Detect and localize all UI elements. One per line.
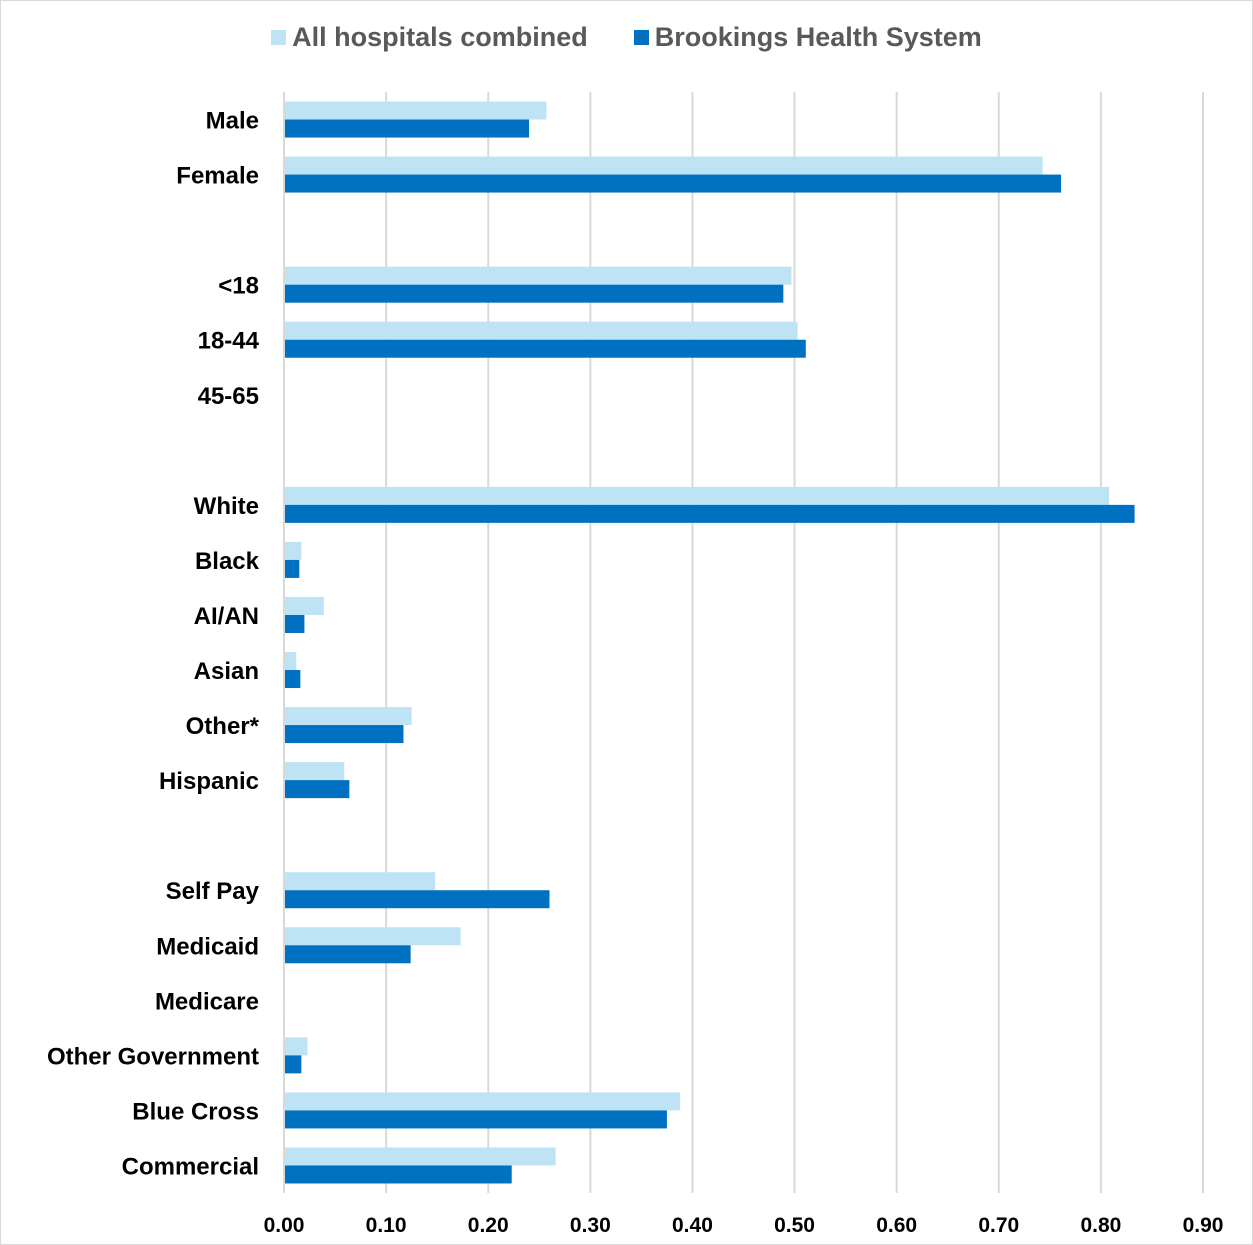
category-label: Self Pay: [166, 878, 260, 905]
x-tick-label: 0.60: [876, 1214, 917, 1237]
category-label: Blue Cross: [132, 1098, 259, 1125]
legend-item-brookings: Brookings Health System: [633, 22, 982, 53]
bar: [284, 890, 550, 909]
legend-label-all-hospitals: All hospitals combined: [292, 22, 588, 52]
bar: [284, 486, 1110, 505]
bar: [284, 762, 345, 781]
x-tick-label: 0.30: [570, 1214, 611, 1237]
x-tick-label: 0.00: [264, 1214, 305, 1237]
bar: [284, 707, 412, 726]
bar: [284, 927, 461, 946]
x-tick-label: 0.10: [366, 1214, 407, 1237]
bar: [284, 1110, 667, 1129]
category-label: Male: [206, 108, 259, 135]
bar: [284, 284, 784, 303]
x-tick-label: 0.90: [1183, 1214, 1224, 1237]
bar: [284, 1055, 302, 1074]
category-label: Medicare: [155, 988, 259, 1015]
legend-swatch-brookings: [633, 30, 649, 45]
category-label: Black: [195, 548, 260, 575]
x-tick-label: 0.20: [468, 1214, 509, 1237]
category-label: Commercial: [122, 1153, 259, 1180]
bar: [284, 174, 1062, 193]
legend-label-brookings: Brookings Health System: [654, 22, 982, 52]
bar: [284, 119, 530, 138]
bar: [284, 101, 547, 120]
bar: [284, 1147, 556, 1166]
bar: [284, 670, 301, 689]
category-label: 18-44: [198, 328, 260, 355]
bar: [284, 652, 297, 671]
bar: [284, 780, 350, 799]
category-label: Asian: [194, 658, 259, 685]
category-label: White: [194, 493, 259, 520]
bar: [284, 541, 302, 560]
x-tick-label: 0.80: [1080, 1214, 1121, 1237]
bar: [284, 1165, 512, 1184]
bar: [284, 725, 404, 744]
category-label: Other Government: [47, 1043, 259, 1070]
bar: [284, 596, 324, 615]
bar: [284, 1092, 681, 1111]
bar: [284, 339, 806, 358]
legend-swatch-all-hospitals: [271, 30, 287, 45]
category-label: Hispanic: [159, 768, 259, 795]
bar: [284, 945, 411, 964]
category-label: AI/AN: [194, 603, 259, 630]
category-label: Other*: [186, 713, 260, 740]
x-tick-label: 0.70: [978, 1214, 1019, 1237]
bar: [284, 614, 305, 633]
bar: [284, 321, 798, 340]
bar: [284, 559, 300, 578]
category-label: 45-65: [198, 383, 259, 410]
bar: [284, 156, 1043, 175]
bar: [284, 1037, 308, 1056]
legend: All hospitals combined Brookings Health …: [0, 22, 1253, 53]
x-tick-label: 0.40: [672, 1214, 713, 1237]
category-label: Medicaid: [156, 933, 259, 960]
category-label: Female: [176, 163, 259, 190]
bar: [284, 504, 1135, 523]
x-tick-label: 0.50: [774, 1214, 815, 1237]
bar: [284, 266, 792, 285]
bar: [284, 872, 436, 891]
legend-item-all-hospitals: All hospitals combined: [271, 22, 588, 53]
category-label: <18: [218, 273, 259, 300]
